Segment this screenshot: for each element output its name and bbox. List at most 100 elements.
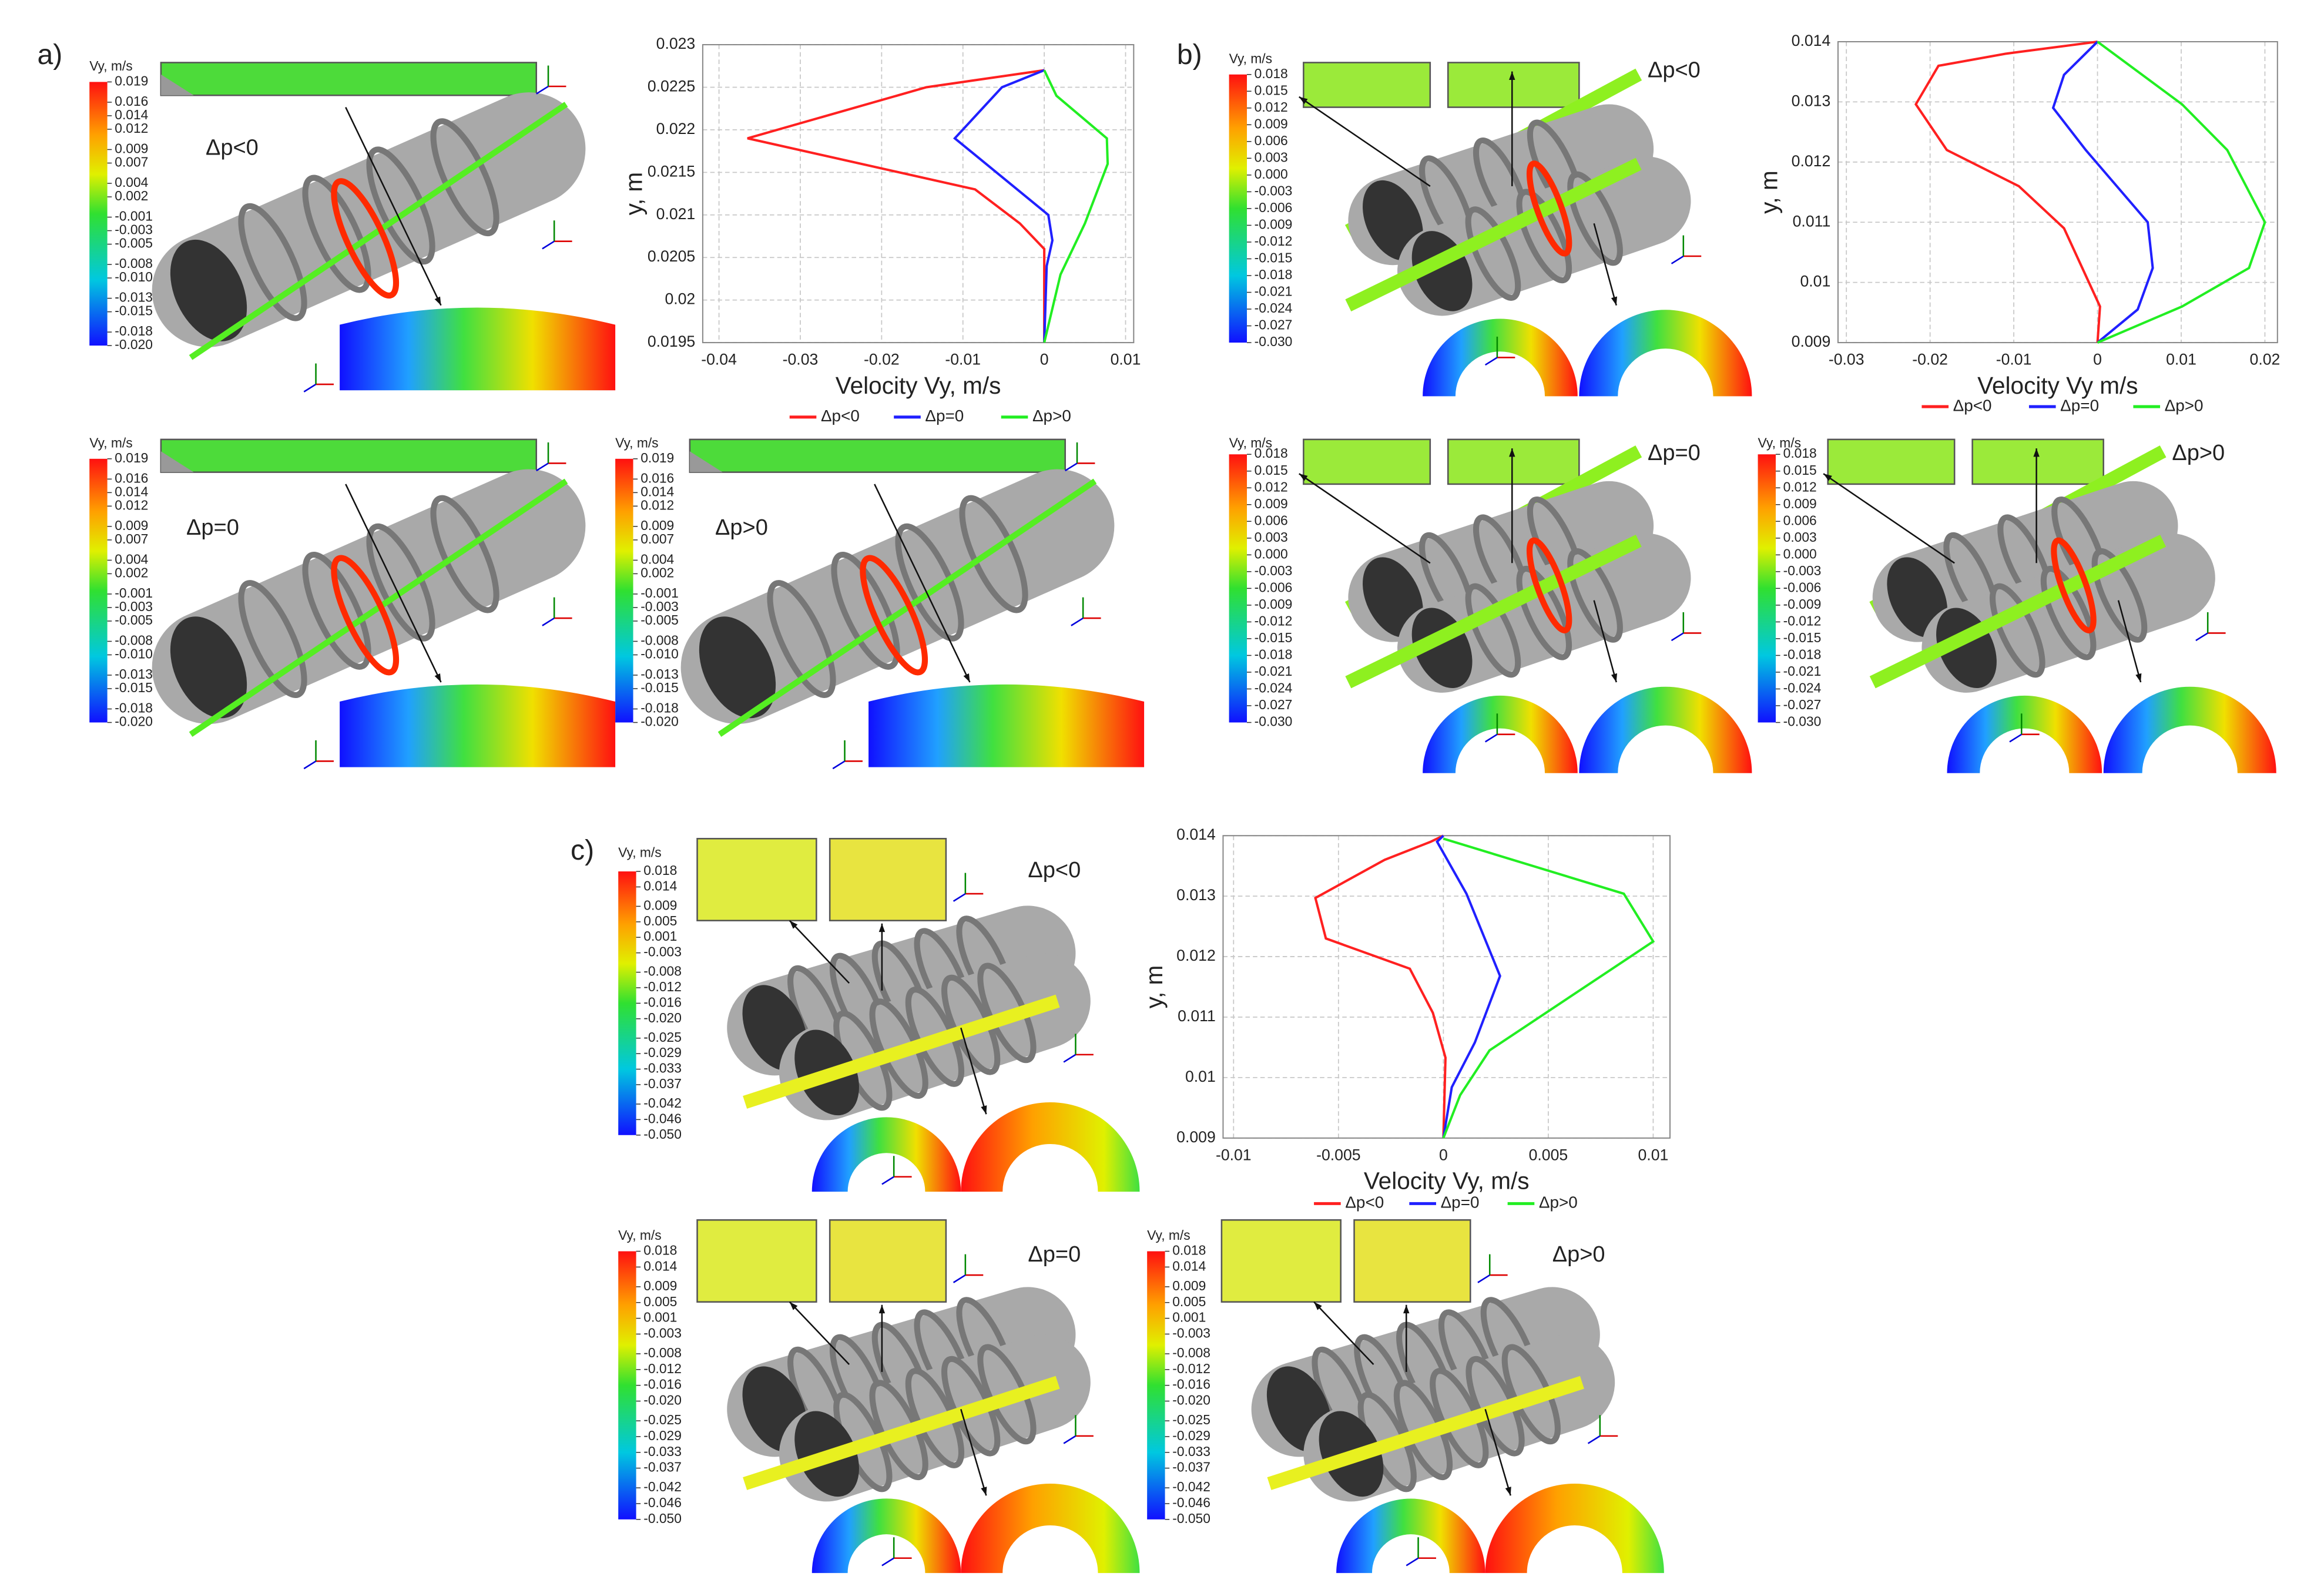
colorbar-tick-label: 0.001 xyxy=(643,928,677,944)
y-tick-label: 0.02 xyxy=(665,290,695,308)
x-tick-label: -0.03 xyxy=(1829,351,1864,368)
colorbar-tick-label: 0.019 xyxy=(640,450,674,465)
contour-section xyxy=(961,1483,1140,1574)
colorbar xyxy=(1229,74,1247,343)
axis-triad xyxy=(1065,462,1078,472)
colorbar-tick-label: -0.024 xyxy=(1783,680,1822,696)
colorbar-tick-label: 0.000 xyxy=(1255,166,1288,182)
flight xyxy=(366,523,435,642)
pointer-head xyxy=(1505,1487,1511,1496)
x-tick-label: -0.01 xyxy=(1996,351,2032,368)
colorbar-tick-label: -0.010 xyxy=(115,646,153,662)
pointer-head xyxy=(963,673,970,683)
section-strip xyxy=(1353,1219,1471,1303)
panel-label: b) xyxy=(1177,39,1202,71)
pointer-head xyxy=(878,1304,886,1314)
colorbar-tick-label: 0.015 xyxy=(1255,82,1288,98)
colorbar-tick-label: -0.012 xyxy=(1783,613,1822,628)
contour-section xyxy=(1336,1498,1485,1574)
colorbar-tick-label: -0.020 xyxy=(115,337,153,352)
flight xyxy=(1465,583,1521,678)
case-label: Δp=0 xyxy=(186,515,239,540)
colorbar-tick-label: -0.006 xyxy=(1255,579,1293,595)
section-strip xyxy=(696,1219,817,1303)
colorbar-tick-label: -0.008 xyxy=(115,633,153,648)
colorbar-tick-label: -0.016 xyxy=(643,994,682,1009)
axis-triad xyxy=(1071,618,1084,626)
axis-triad xyxy=(542,618,555,626)
colorbar-title: Vy, m/s xyxy=(1229,51,1272,66)
colorbar-tick-label: 0.012 xyxy=(115,120,148,136)
colorbar-tick-label: -0.003 xyxy=(115,599,153,614)
colorbar xyxy=(89,458,108,723)
colorbar-tick-label: 0.004 xyxy=(115,175,148,190)
colorbar-tick-label: 0.003 xyxy=(1255,529,1288,545)
y-tick-label: 0.013 xyxy=(1176,886,1216,904)
strip-wall xyxy=(160,451,194,472)
pointer-head xyxy=(789,920,798,929)
contour-section xyxy=(1423,318,1578,397)
pointer-line xyxy=(1299,96,1431,187)
colorbar-tick-label: -0.042 xyxy=(643,1095,682,1111)
colorbar-tick-label: 0.001 xyxy=(1172,1310,1206,1325)
contour-section xyxy=(1579,310,1752,397)
panel-label: a) xyxy=(37,39,62,71)
pointer-head xyxy=(1299,474,1308,481)
case-label: Δp>0 xyxy=(715,515,768,540)
y-tick-label: 0.009 xyxy=(1792,333,1831,350)
shaft-end xyxy=(170,616,247,719)
colorbar-title: Vy, m/s xyxy=(89,435,132,451)
colorbar-tick-label: -0.003 xyxy=(1255,563,1293,578)
pointer-line xyxy=(1484,1408,1511,1496)
legend-label: Δp>0 xyxy=(1539,1193,1578,1212)
pointer-head xyxy=(1509,71,1515,80)
x-tick-label: 0 xyxy=(1040,351,1049,368)
axis-triad xyxy=(1406,1557,1419,1566)
colorbar-tick-label: 0.004 xyxy=(640,551,674,566)
pointer-line xyxy=(1593,600,1617,683)
colorbar-tick-label: -0.030 xyxy=(1255,714,1293,729)
pointer-line xyxy=(789,920,850,984)
axis-triad xyxy=(832,760,846,770)
colorbar-tick-label: 0.002 xyxy=(115,188,148,203)
colorbar-tick-label: -0.024 xyxy=(1255,680,1293,696)
colorbar-tick-label: -0.008 xyxy=(115,256,153,271)
section-plane xyxy=(1345,157,1642,311)
colorbar-tick-label: 0.006 xyxy=(1255,512,1288,528)
x-tick-label: -0.01 xyxy=(1216,1146,1252,1163)
x-tick-label: 0.01 xyxy=(1638,1146,1669,1163)
section-strip xyxy=(689,438,1066,473)
colorbar-tick-label: -0.012 xyxy=(1255,233,1293,249)
pointer-line xyxy=(1593,223,1617,306)
colorbar-tick-label: -0.029 xyxy=(643,1428,682,1443)
axis-triad xyxy=(303,383,317,393)
colorbar-title: Vy, m/s xyxy=(89,58,132,73)
colorbar-tick-label: -0.025 xyxy=(643,1029,682,1045)
colorbar-tick-label: -0.008 xyxy=(643,964,682,979)
strip-wall xyxy=(689,451,723,472)
colorbar-tick-label: -0.020 xyxy=(643,1010,682,1025)
colorbar-tick-label: -0.006 xyxy=(1255,200,1293,215)
colorbar-tick-label: -0.010 xyxy=(640,646,679,662)
pointer-head xyxy=(1509,448,1515,457)
case-label: Δp>0 xyxy=(2172,441,2225,465)
colorbar-tick-label: 0.009 xyxy=(640,518,674,533)
legend-label: Δp=0 xyxy=(1441,1193,1480,1212)
axis-triad xyxy=(536,462,549,472)
colorbar-tick-label: -0.021 xyxy=(1255,284,1293,299)
shaft-body xyxy=(1348,104,1654,266)
colorbar-tick-label: 0.006 xyxy=(1783,512,1817,528)
axis-triad xyxy=(2195,632,2208,642)
colorbar-tick-label: -0.046 xyxy=(643,1495,682,1510)
contour-section xyxy=(2103,686,2276,773)
colorbar-tick-label: -0.018 xyxy=(1255,646,1293,662)
colorbar-tick-label: -0.001 xyxy=(640,585,679,601)
y-tick-label: 0.0225 xyxy=(648,78,695,95)
colorbar-tick-label: -0.033 xyxy=(1172,1444,1210,1459)
colorbar-tick-label: -0.033 xyxy=(643,1444,682,1459)
colorbar-tick-label: -0.029 xyxy=(1172,1428,1210,1443)
colorbar xyxy=(618,1251,636,1519)
colorbar-tick-label: -0.015 xyxy=(115,303,153,318)
x-axis-label: Velocity Vy m/s xyxy=(1977,372,2138,399)
axis-triad xyxy=(1484,357,1498,366)
